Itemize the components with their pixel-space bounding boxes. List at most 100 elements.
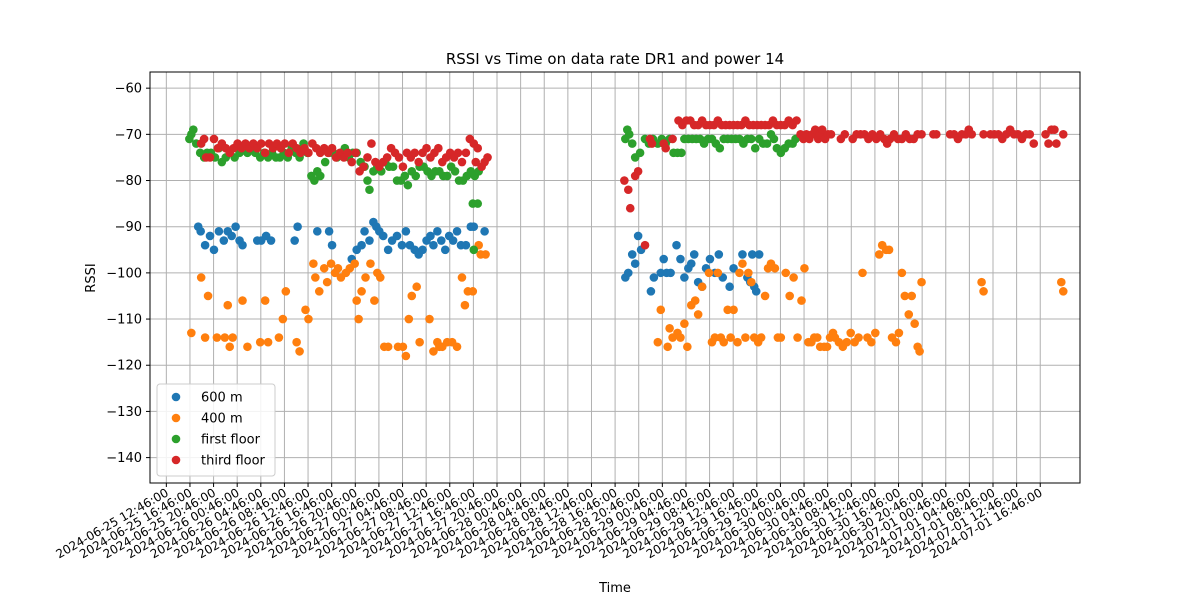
- legend-box: [156, 383, 276, 477]
- data-point: [967, 130, 977, 139]
- data-point: [897, 268, 907, 278]
- data-point: [260, 296, 270, 305]
- data-point: [401, 351, 411, 361]
- data-point: [846, 328, 855, 338]
- data-point: [360, 227, 369, 236]
- data-point: [227, 231, 236, 241]
- data-point: [647, 139, 657, 148]
- data-point: [301, 305, 310, 315]
- data-point: [697, 282, 707, 292]
- data-point: [747, 277, 756, 287]
- data-point: [354, 314, 363, 324]
- data-point: [792, 116, 801, 125]
- data-point: [256, 139, 266, 148]
- data-point: [327, 240, 337, 250]
- data-point: [322, 277, 332, 287]
- data-point: [705, 254, 715, 264]
- legend-item: first floor: [171, 433, 261, 448]
- data-point: [683, 342, 692, 352]
- data-point: [719, 337, 729, 347]
- data-point: [243, 342, 252, 352]
- data-point: [326, 259, 336, 268]
- data-point: [324, 227, 334, 236]
- data-point: [770, 263, 780, 273]
- data-point: [666, 268, 675, 278]
- data-point: [410, 148, 420, 158]
- data-point: [453, 148, 463, 158]
- y-tick-label: −60: [115, 82, 142, 97]
- data-point: [640, 240, 650, 250]
- data-point: [726, 333, 735, 342]
- data-point: [404, 314, 414, 324]
- data-point: [461, 148, 471, 158]
- data-point: [915, 347, 924, 356]
- legend-marker: [171, 392, 181, 402]
- data-point: [388, 162, 398, 171]
- data-point: [199, 134, 209, 144]
- data-point: [891, 337, 901, 347]
- data-point: [1058, 130, 1068, 139]
- data-point: [255, 337, 265, 347]
- data-point: [209, 134, 219, 144]
- data-point: [917, 130, 926, 139]
- data-point: [461, 240, 471, 250]
- data-point: [756, 333, 766, 342]
- data-point: [365, 236, 374, 245]
- series-400-m: [187, 240, 1068, 361]
- data-point: [1041, 130, 1050, 139]
- data-point: [473, 143, 483, 153]
- data-point: [401, 227, 411, 236]
- data-point: [715, 143, 725, 153]
- data-point: [747, 134, 756, 144]
- data-point: [473, 199, 483, 208]
- data-point: [680, 319, 689, 328]
- data-point: [205, 231, 215, 241]
- data-point: [383, 342, 393, 352]
- data-point: [785, 291, 794, 301]
- data-point: [422, 143, 431, 153]
- data-point: [278, 314, 288, 324]
- data-point: [200, 240, 210, 250]
- data-point: [1052, 139, 1061, 148]
- data-point: [350, 259, 359, 268]
- data-point: [754, 250, 764, 259]
- data-point: [311, 273, 320, 282]
- data-point: [904, 310, 914, 319]
- data-point: [979, 287, 988, 296]
- data-point: [932, 130, 941, 139]
- data-point: [793, 333, 802, 342]
- legend-marker: [171, 434, 181, 444]
- data-point: [310, 176, 319, 185]
- data-point: [625, 203, 635, 213]
- data-point: [471, 157, 481, 167]
- data-point: [693, 310, 703, 319]
- data-point: [713, 268, 723, 278]
- data-point: [394, 153, 404, 162]
- data-point: [468, 287, 478, 296]
- y-tick-label: −110: [106, 313, 142, 328]
- data-point: [723, 305, 732, 315]
- data-point: [304, 314, 313, 324]
- data-point: [744, 268, 753, 278]
- data-point: [797, 296, 806, 305]
- data-point: [398, 162, 408, 171]
- data-point: [433, 227, 442, 236]
- data-point: [333, 263, 343, 273]
- data-point: [623, 268, 633, 278]
- data-point: [347, 157, 357, 167]
- y-tick-label: −80: [115, 174, 142, 189]
- y-axis-label: RSSI: [84, 263, 99, 292]
- data-point: [874, 250, 884, 259]
- data-point: [867, 337, 876, 347]
- data-point: [375, 273, 385, 282]
- data-point: [483, 153, 492, 162]
- series-third-floor: [196, 116, 1068, 250]
- legend-item: 400 m: [171, 412, 243, 427]
- data-point: [365, 185, 374, 195]
- data-point: [448, 236, 458, 245]
- data-point: [822, 342, 832, 352]
- data-point: [917, 277, 926, 287]
